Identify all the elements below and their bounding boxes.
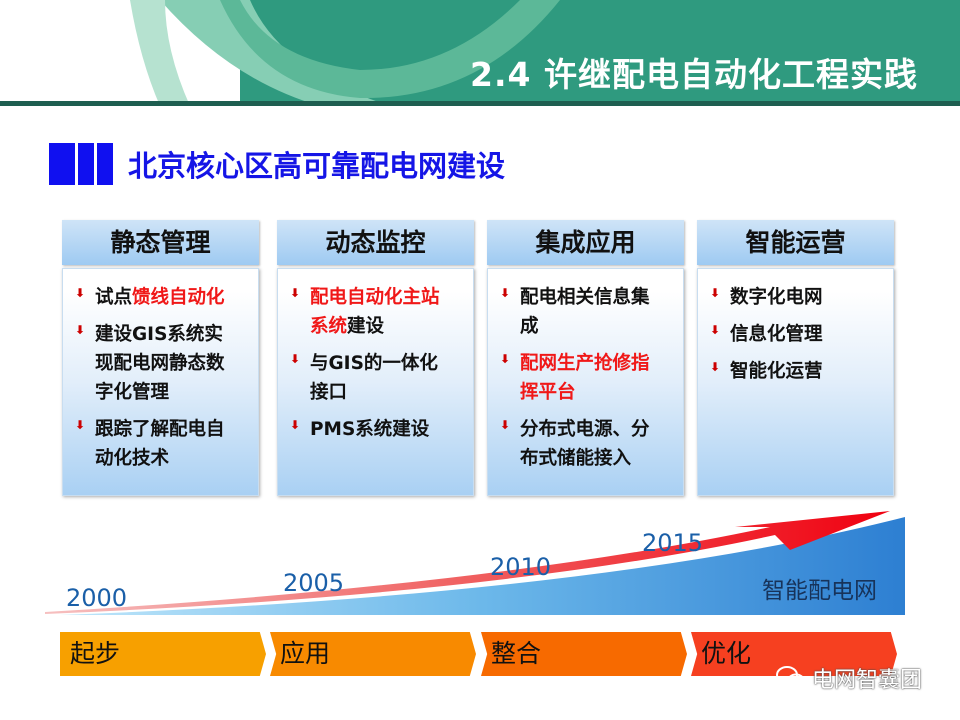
list-item: ⬇ 建设GIS系统实现配电网静态数字化管理 (75, 320, 258, 407)
item-text-segment: 建设GIS系统实现配电网静态数字化管理 (95, 324, 225, 403)
item-text: 配电自动化主站系统建设 (310, 283, 452, 341)
item-text: PMS系统建设 (310, 415, 452, 444)
item-text: 建设GIS系统实现配电网静态数字化管理 (95, 320, 237, 407)
column-title: 智能运营 (697, 220, 894, 265)
item-text: 与GIS的一体化接口 (310, 349, 452, 407)
item-text: 跟踪了解配电自动化技术 (95, 415, 237, 473)
arrow-bullet-icon: ⬇ (710, 360, 721, 374)
column-body: ⬇ 试点馈线自动化 ⬇ 建设GIS系统实现配电网静态数字化管理 ⬇ 跟踪了解配电自动化技术 (62, 268, 259, 496)
arrow-bullet-icon: ⬇ (710, 323, 721, 337)
phase-column: 动态监控 ⬇ 配电自动化主站系统建设 ⬇ 与GIS的一体化接口 ⬇ PMS系统建设 (277, 220, 474, 496)
column-title: 静态管理 (62, 220, 259, 265)
year-label: 2005 (283, 569, 345, 597)
column-title: 动态监控 (277, 220, 474, 265)
list-item: ⬇ 配电相关信息集成 (500, 283, 683, 341)
stage-bar: 应用 (270, 632, 476, 676)
header-divider (0, 101, 960, 106)
item-text-segment: 数字化电网 (730, 287, 823, 308)
item-text-segment: 试点 (95, 287, 133, 308)
arrow-bullet-icon: ⬇ (75, 323, 86, 337)
item-text-segment: PMS系统建设 (310, 419, 430, 440)
item-text-segment: 配电相关信息集成 (520, 287, 650, 337)
growth-wedge (60, 517, 905, 615)
list-item: ⬇ 试点馈线自动化 (75, 283, 258, 312)
list-item: ⬇ 跟踪了解配电自动化技术 (75, 415, 258, 473)
item-text-segment: 信息化管理 (730, 324, 823, 345)
arrow-bullet-icon: ⬇ (75, 286, 86, 300)
arrow-bullet-icon: ⬇ (710, 286, 721, 300)
phase-column: 智能运营 ⬇ 数字化电网 ⬇ 信息化管理 ⬇ 智能化运营 (697, 220, 894, 496)
column-body: ⬇ 数字化电网 ⬇ 信息化管理 ⬇ 智能化运营 (697, 268, 894, 496)
item-text: 信息化管理 (730, 320, 872, 349)
phase-column: 静态管理 ⬇ 试点馈线自动化 ⬇ 建设GIS系统实现配电网静态数字化管理 ⬇ 跟踪了解配电自… (62, 220, 259, 496)
list-item: ⬇ 智能化运营 (710, 357, 893, 386)
slide-title: 2.4 许继配电自动化工程实践 (470, 55, 918, 94)
item-text: 智能化运营 (730, 357, 872, 386)
smart-grid-label: 智能配电网 (762, 578, 877, 604)
column-body: ⬇ 配电自动化主站系统建设 ⬇ 与GIS的一体化接口 ⬇ PMS系统建设 (277, 268, 474, 496)
highlighted-text: 配电自动化主站系统 (310, 287, 440, 337)
column-title: 集成应用 (487, 220, 684, 265)
wechat-icon (776, 666, 805, 689)
item-text: 试点馈线自动化 (95, 283, 237, 312)
item-text: 分布式电源、分布式储能接入 (520, 415, 662, 473)
arrow-bullet-icon: ⬇ (290, 352, 301, 366)
list-item: ⬇ 配网生产抢修指挥平台 (500, 349, 683, 407)
arrow-bullet-icon: ⬇ (290, 286, 301, 300)
arrow-bullet-icon: ⬇ (500, 418, 511, 432)
list-item: ⬇ 配电自动化主站系统建设 (290, 283, 473, 341)
watermark-text: 电网智囊团 (812, 668, 923, 693)
item-text-segment: 建设 (347, 316, 385, 337)
item-text: 配网生产抢修指挥平台 (520, 349, 662, 407)
arrow-bullet-icon: ⬇ (75, 418, 86, 432)
highlighted-text: 配网生产抢修指挥平台 (520, 353, 650, 403)
phase-column: 集成应用 ⬇ 配电相关信息集成 ⬇ 配网生产抢修指挥平台 ⬇ 分布式电源、分布式储能接入 (487, 220, 684, 496)
list-item: ⬇ PMS系统建设 (290, 415, 473, 444)
column-body: ⬇ 配电相关信息集成 ⬇ 配网生产抢修指挥平台 ⬇ 分布式电源、分布式储能接入 (487, 268, 684, 496)
arrow-bullet-icon: ⬇ (290, 418, 301, 432)
list-item: ⬇ 信息化管理 (710, 320, 893, 349)
stage-bar: 起步 (60, 632, 266, 676)
item-text-segment: 分布式电源、分布式储能接入 (520, 419, 650, 469)
list-item: ⬇ 数字化电网 (710, 283, 893, 312)
arrow-bullet-icon: ⬇ (500, 352, 511, 366)
item-text: 数字化电网 (730, 283, 872, 312)
item-text-segment: 与GIS的一体化接口 (310, 353, 438, 403)
list-item: ⬇ 与GIS的一体化接口 (290, 349, 473, 407)
slide-header: 2.4 许继配电自动化工程实践 (0, 0, 960, 106)
section-title: 北京核心区高可靠配电网建设 (128, 149, 506, 183)
year-label: 2015 (642, 529, 704, 557)
list-item: ⬇ 分布式电源、分布式储能接入 (500, 415, 683, 473)
timeline-graphic (45, 510, 905, 615)
growth-arrow (45, 511, 890, 614)
arrow-bullet-icon: ⬇ (500, 286, 511, 300)
year-label: 2000 (66, 584, 128, 612)
section-marker-icon (49, 143, 113, 185)
highlighted-text: 馈线自动化 (132, 287, 225, 308)
item-text-segment: 智能化运营 (730, 361, 823, 382)
item-text: 配电相关信息集成 (520, 283, 662, 341)
year-label: 2010 (490, 553, 552, 581)
stage-bar: 整合 (481, 632, 687, 676)
globe-logo-graphic (130, 0, 960, 106)
watermark: 电网智囊团 (776, 662, 922, 694)
item-text-segment: 跟踪了解配电自动化技术 (95, 419, 225, 469)
